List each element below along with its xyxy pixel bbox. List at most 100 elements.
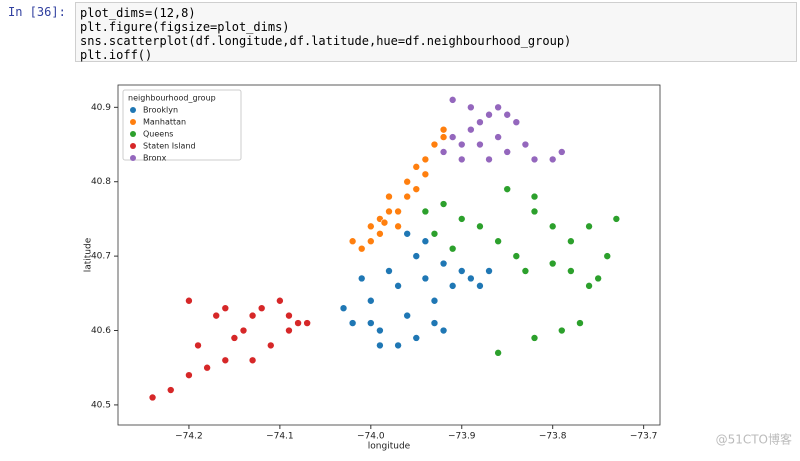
point xyxy=(494,349,502,357)
point xyxy=(412,252,421,260)
point xyxy=(367,222,375,231)
point xyxy=(166,386,175,394)
point xyxy=(348,237,357,246)
point xyxy=(512,118,521,126)
point xyxy=(412,185,421,193)
point xyxy=(385,267,393,275)
point xyxy=(303,319,311,327)
point xyxy=(394,222,402,231)
y-tick-label: 40.6 xyxy=(91,326,111,336)
point xyxy=(439,200,448,208)
point xyxy=(448,96,457,104)
point xyxy=(503,148,512,156)
code-line: sns.scatterplot(df.longitude,df.latitude… xyxy=(80,34,572,48)
point xyxy=(448,133,457,141)
point xyxy=(485,155,493,164)
legend-marker xyxy=(130,119,136,125)
point xyxy=(412,334,421,342)
code-line: plot_dims=(12,8) xyxy=(80,6,196,20)
point xyxy=(548,259,557,268)
point xyxy=(448,244,457,253)
point xyxy=(439,125,448,134)
point xyxy=(567,237,575,246)
point xyxy=(367,237,375,246)
point xyxy=(603,252,612,260)
point xyxy=(585,222,593,231)
point xyxy=(530,207,539,216)
point xyxy=(421,170,430,179)
point xyxy=(530,334,539,342)
point xyxy=(239,326,248,335)
point xyxy=(294,319,302,327)
point xyxy=(148,393,157,402)
point xyxy=(357,244,366,253)
point xyxy=(467,103,475,112)
legend-box xyxy=(122,89,242,161)
code-line: plt.figure(figsize=plot_dims) xyxy=(80,20,290,34)
point xyxy=(567,267,575,275)
point xyxy=(430,296,439,305)
point xyxy=(266,341,275,350)
x-tick-label: −73.9 xyxy=(448,432,476,442)
point xyxy=(403,229,411,238)
x-tick-label: −74.0 xyxy=(357,432,385,442)
point xyxy=(494,133,502,141)
point xyxy=(485,267,493,275)
point xyxy=(376,229,384,238)
code-cell[interactable]: plot_dims=(12,8) plt.figure(figsize=plot_… xyxy=(75,2,797,62)
legend-marker xyxy=(130,107,136,113)
point xyxy=(430,319,439,327)
point xyxy=(257,304,266,312)
point xyxy=(467,125,475,134)
x-tick-label: −73.7 xyxy=(630,432,658,442)
point xyxy=(585,282,593,290)
y-axis-label: latitude xyxy=(84,237,94,272)
point xyxy=(376,341,384,350)
point xyxy=(185,296,193,305)
point xyxy=(548,155,557,164)
point xyxy=(385,207,393,216)
point xyxy=(476,140,484,149)
point xyxy=(530,192,539,201)
point xyxy=(576,319,584,327)
legend-label: Staten Island xyxy=(143,142,196,151)
point xyxy=(394,341,402,350)
point xyxy=(339,304,348,312)
point xyxy=(194,341,202,350)
point xyxy=(248,356,257,365)
point xyxy=(439,133,448,141)
point xyxy=(230,334,239,342)
watermark: @51CTO博客 xyxy=(716,432,792,447)
point xyxy=(557,326,566,335)
point xyxy=(430,229,439,238)
point xyxy=(612,215,621,223)
point xyxy=(212,311,221,320)
point xyxy=(503,110,512,119)
point xyxy=(494,103,502,112)
point xyxy=(467,274,475,283)
point xyxy=(403,177,411,186)
legend-marker xyxy=(130,131,136,137)
point xyxy=(385,192,393,201)
point xyxy=(439,326,448,335)
point xyxy=(548,222,557,231)
point xyxy=(367,319,375,327)
point xyxy=(421,155,430,164)
point xyxy=(530,155,539,164)
point xyxy=(285,326,293,335)
point xyxy=(248,311,257,320)
point xyxy=(403,311,411,320)
point xyxy=(494,237,502,246)
point xyxy=(357,274,366,283)
x-axis-label: longitude xyxy=(368,442,411,452)
point xyxy=(521,140,530,149)
legend-label: Bronx xyxy=(143,154,167,163)
point xyxy=(380,218,389,227)
y-tick-label: 40.7 xyxy=(91,252,111,262)
point xyxy=(457,267,466,275)
point xyxy=(421,207,430,216)
x-tick-label: −73.8 xyxy=(539,432,567,442)
point xyxy=(221,304,230,312)
